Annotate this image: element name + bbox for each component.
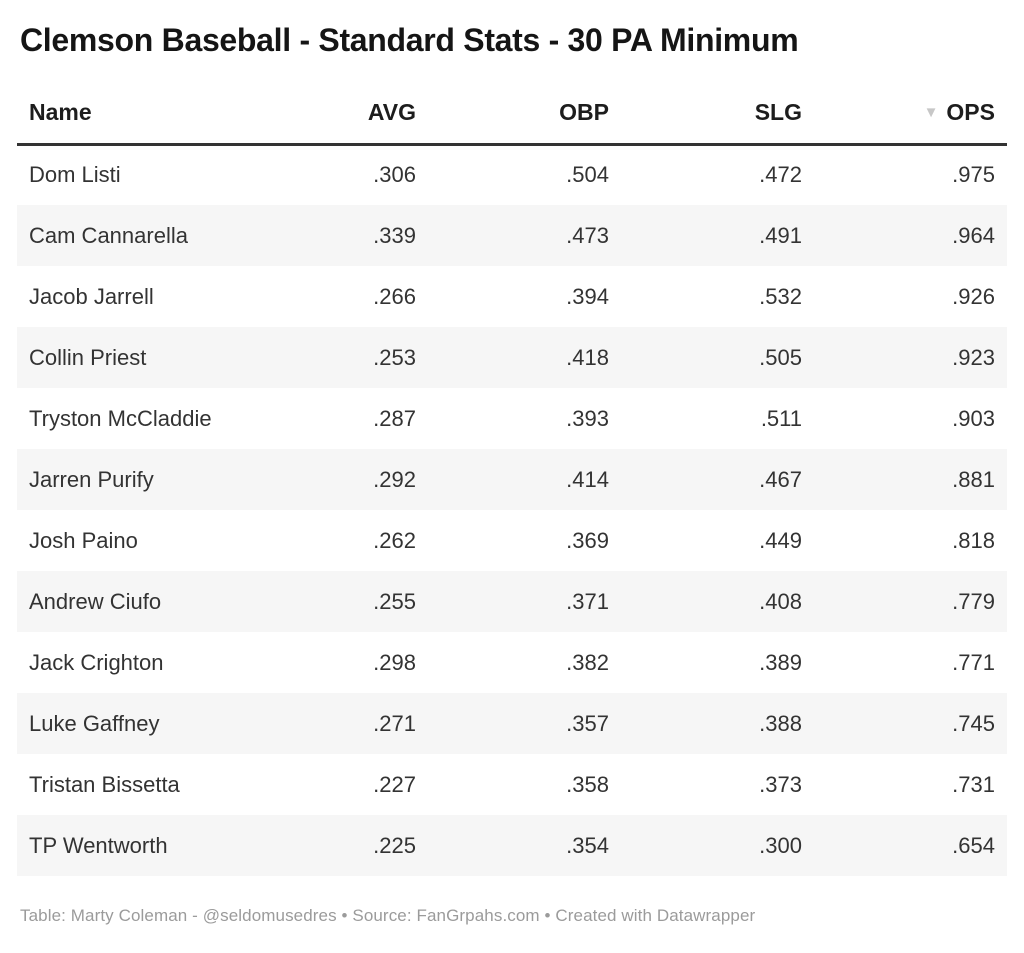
stat-cell-slg: .408: [759, 588, 802, 614]
player-name-cell: Jarren Purify: [29, 466, 154, 492]
player-name-cell: Josh Paino: [29, 527, 138, 553]
column-header-avg[interactable]: AVG: [235, 59, 428, 146]
table-row: TP Wentworth .225 .354 .300 .654: [17, 815, 1007, 876]
column-header-label: AVG: [367, 98, 416, 125]
column-header-label: Name: [29, 98, 92, 125]
column-header-obp[interactable]: OBP: [428, 59, 621, 146]
stat-cell-slg: .511: [760, 405, 802, 431]
stat-cell-slg: .467: [759, 466, 802, 492]
stat-cell-slg: .491: [759, 222, 802, 248]
stat-cell-avg: .227: [373, 771, 416, 797]
column-header-label: OPS: [946, 98, 995, 125]
stat-cell-avg: .266: [373, 283, 416, 309]
stat-cell-ops: .975: [952, 162, 995, 188]
column-header-name[interactable]: Name: [17, 59, 235, 146]
player-name-cell: Dom Listi: [29, 162, 121, 188]
stat-cell-avg: .298: [373, 649, 416, 675]
player-name-cell: Tryston McCladdie: [29, 405, 212, 431]
column-header-label: SLG: [754, 98, 802, 125]
stat-cell-slg: .388: [759, 710, 802, 736]
stat-cell-avg: .255: [373, 588, 416, 614]
stat-cell-avg: .306: [373, 162, 416, 188]
footer-credit: Table: Marty Coleman - @seldomusedres • …: [20, 906, 1004, 926]
stats-table: Name AVG OBP SLG ▼ OPS Dom Listi .306 .504 .472.…: [17, 59, 1007, 876]
table-row: Dom Listi .306 .504 .472 .975: [17, 144, 1007, 205]
stat-cell-avg: .339: [373, 222, 416, 248]
stat-cell-obp: .504: [566, 162, 609, 188]
column-header-ops[interactable]: ▼ OPS: [814, 59, 1007, 146]
player-name-cell: Jack Crighton: [29, 649, 164, 675]
stat-cell-obp: .393: [566, 405, 609, 431]
stat-cell-obp: .394: [566, 283, 609, 309]
table-header-row: Name AVG OBP SLG ▼ OPS: [17, 59, 1007, 146]
column-header-slg[interactable]: SLG: [621, 59, 814, 146]
stat-cell-ops: .923: [952, 344, 995, 370]
footer-credit-text: Table: Marty Coleman - @seldomusedres • …: [20, 906, 756, 925]
stat-cell-slg: .373: [759, 771, 802, 797]
stat-cell-obp: .382: [566, 649, 609, 675]
stat-cell-ops: .903: [952, 405, 995, 431]
stat-cell-slg: .389: [759, 649, 802, 675]
table-row: Jacob Jarrell .266 .394 .532 .926: [17, 266, 1007, 327]
stat-cell-slg: .532: [759, 283, 802, 309]
table-row: Tristan Bissetta .227 .358 .373 .731: [17, 754, 1007, 815]
sort-desc-icon: ▼: [923, 103, 939, 121]
table-row: Cam Cannarella .339 .473 .491 .964: [17, 205, 1007, 266]
table-row: Jarren Purify .292 .414 .467 .881: [17, 449, 1007, 510]
player-name-cell: Jacob Jarrell: [29, 283, 154, 309]
stat-cell-slg: .300: [759, 832, 802, 858]
page-title: Clemson Baseball - Standard Stats - 30 P…: [20, 22, 799, 58]
stat-cell-ops: .964: [952, 222, 995, 248]
table-row: Josh Paino .262 .369 .449 .818: [17, 510, 1007, 571]
stat-cell-avg: .271: [373, 710, 416, 736]
player-name-cell: Collin Priest: [29, 344, 147, 370]
stat-cell-slg: .472: [759, 162, 802, 188]
stat-cell-avg: .225: [373, 832, 416, 858]
stat-cell-avg: .253: [373, 344, 416, 370]
stat-cell-ops: .771: [952, 649, 995, 675]
stat-cell-slg: .449: [759, 527, 802, 553]
player-name-cell: Andrew Ciufo: [29, 588, 162, 614]
table-body: Dom Listi .306 .504 .472 .975 Cam Cannarella.…: [17, 144, 1007, 876]
player-name-cell: Tristan Bissetta: [29, 771, 180, 797]
stat-cell-obp: .414: [566, 466, 609, 492]
stat-cell-ops: .818: [952, 527, 995, 553]
player-name-cell: TP Wentworth: [29, 832, 168, 858]
table-row: Andrew Ciufo .255 .371 .408 .779: [17, 571, 1007, 632]
stat-cell-ops: .926: [952, 283, 995, 309]
stat-cell-avg: .292: [373, 466, 416, 492]
stat-cell-obp: .369: [566, 527, 609, 553]
stat-cell-slg: .505: [759, 344, 802, 370]
stat-cell-ops: .731: [952, 771, 995, 797]
player-name-cell: Luke Gaffney: [29, 710, 160, 736]
stat-cell-avg: .262: [373, 527, 416, 553]
stat-cell-ops: .779: [952, 588, 995, 614]
stat-cell-ops: .654: [952, 832, 995, 858]
table-row: Jack Crighton .298 .382 .389 .771: [17, 632, 1007, 693]
table-row: Tryston McCladdie .287 .393 .511 .903: [17, 388, 1007, 449]
stat-cell-obp: .473: [566, 222, 609, 248]
table-row: Luke Gaffney .271 .357 .388 .745: [17, 693, 1007, 754]
stat-cell-ops: .745: [952, 710, 995, 736]
column-header-label: OBP: [559, 98, 609, 125]
stat-cell-obp: .371: [566, 588, 609, 614]
stat-cell-obp: .358: [566, 771, 609, 797]
table-header: Name AVG OBP SLG ▼ OPS: [17, 59, 1007, 146]
stat-cell-obp: .354: [566, 832, 609, 858]
stat-cell-ops: .881: [952, 466, 995, 492]
stat-cell-avg: .287: [373, 405, 416, 431]
stat-cell-obp: .418: [566, 344, 609, 370]
player-name-cell: Cam Cannarella: [29, 222, 188, 248]
stat-cell-obp: .357: [566, 710, 609, 736]
table-row: Collin Priest .253 .418 .505 .923: [17, 327, 1007, 388]
